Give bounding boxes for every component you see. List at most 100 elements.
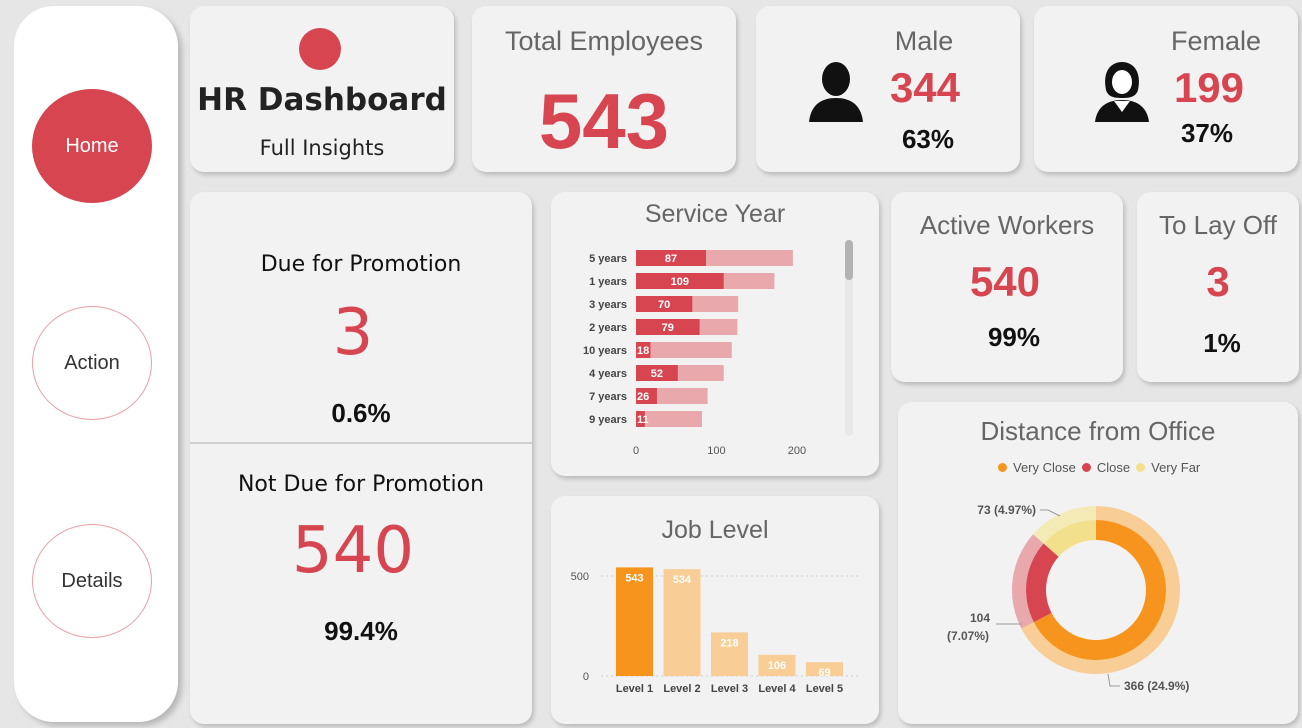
male-value: 344 <box>889 64 961 111</box>
layoff-label: To Lay Off <box>1158 210 1278 240</box>
distance-donut-chart: 366 (24.9%) 104 (7.07%) 73 (4.97%) <box>947 503 1189 693</box>
nav-panel: Home Action Details <box>14 6 178 722</box>
legend-very-far-label: Very Far <box>1151 460 1201 475</box>
page-subtitle: Full Insights <box>259 136 385 160</box>
job-level-bar <box>616 567 653 676</box>
service-year-category-label: 1 years <box>589 276 627 288</box>
service-year-total-bar <box>636 411 702 427</box>
job-level-chart: 0 500 543 Level 1 534 Level 2 218 Level 3 106 Lev… <box>571 567 861 695</box>
layoff-value: 3 <box>1206 258 1230 305</box>
distance-data-label: (7.07%) <box>947 629 989 643</box>
male-pct: 63% <box>901 124 955 154</box>
service-year-value-bar <box>636 319 700 335</box>
active-workers-value: 540 <box>969 258 1041 305</box>
total-employees-card: Total Employees 543 <box>472 6 736 172</box>
service-year-category-label: 4 years <box>589 368 627 380</box>
legend-very-close-swatch <box>998 463 1007 472</box>
service-year-data-label: 52 <box>651 368 663 380</box>
service-year-value-bar <box>636 365 678 381</box>
service-year-value-bar <box>636 342 651 358</box>
service-year-x-tick: 0 <box>633 445 639 457</box>
job-level-category-label: Level 4 <box>758 683 796 695</box>
job-level-data-label: 69 <box>818 667 830 679</box>
job-level-bar <box>663 569 701 676</box>
service-year-title: Service Year <box>644 200 786 228</box>
distance-inner-slice <box>1026 543 1059 623</box>
male-card: Male 344 63% <box>756 6 1020 172</box>
active-workers-label: Active Workers <box>919 210 1095 240</box>
job-level-category-label: Level 2 <box>663 683 700 695</box>
legend-close-swatch <box>1081 463 1091 472</box>
distance-leader-line <box>1040 509 1061 517</box>
distance-leader-line <box>1107 673 1120 687</box>
distance-outer-slice <box>1012 534 1044 629</box>
service-year-chart: 5 years 87 1 years 109 3 years 70 2 years 79 10 … <box>583 250 806 457</box>
job-level-card: Job Level 0 500 543 Level 1 534 Level 2 218 Lev… <box>551 496 879 724</box>
nav-details-button[interactable]: Details <box>32 524 152 638</box>
distance-outer-slice <box>1033 506 1096 544</box>
job-level-category-label: Level 5 <box>806 683 843 695</box>
service-year-category-label: 3 years <box>589 299 627 311</box>
active-workers-card: Active Workers 540 99% <box>891 192 1123 382</box>
service-year-value-bar <box>636 296 693 312</box>
distance-card: Distance from Office Very Close Close Ve… <box>898 402 1298 724</box>
job-level-y-tick: 500 <box>571 571 589 583</box>
total-employees-label: Total Employees <box>504 26 704 56</box>
service-year-x-tick: 200 <box>788 445 806 457</box>
service-year-data-label: 87 <box>665 253 677 265</box>
not-due-promotion-label: Not Due for Promotion <box>237 472 485 497</box>
job-level-data-label: 543 <box>625 572 643 584</box>
service-year-data-label: 18 <box>637 345 649 357</box>
not-due-promotion-value: 540 <box>291 514 415 588</box>
service-year-category-label: 2 years <box>589 322 627 334</box>
layoff-pct: 1% <box>1203 328 1241 358</box>
total-employees-value: 543 <box>538 77 670 165</box>
service-year-scrollbar-track[interactable] <box>845 240 853 436</box>
distance-data-label: 104 <box>970 611 990 625</box>
nav-home-button[interactable]: Home <box>32 89 152 203</box>
female-card: Female 199 37% <box>1034 6 1298 172</box>
legend-close-label: Close <box>1096 460 1131 475</box>
distance-title: Distance from Office <box>980 416 1216 446</box>
active-workers-pct: 99% <box>987 322 1041 352</box>
distance-inner-slice <box>1043 520 1096 557</box>
service-year-value-bar <box>636 250 706 266</box>
male-user-icon <box>809 62 863 122</box>
logo-dot <box>299 28 341 70</box>
job-level-bar <box>711 632 748 676</box>
job-level-category-label: Level 1 <box>616 683 653 695</box>
service-year-data-label: 79 <box>662 322 674 334</box>
service-year-category-label: 10 years <box>583 345 627 357</box>
female-value: 199 <box>1173 64 1245 111</box>
job-level-data-label: 218 <box>720 637 738 649</box>
job-level-data-label: 534 <box>673 574 692 586</box>
female-pct: 37% <box>1180 118 1234 148</box>
promotion-card: Due for Promotion 3 0.6% Not Due for Pro… <box>190 192 532 724</box>
service-year-category-label: 7 years <box>589 391 627 403</box>
due-promotion-label: Due for Promotion <box>260 252 462 277</box>
job-level-category-label: Level 3 <box>711 683 748 695</box>
male-label: Male <box>894 26 954 56</box>
job-level-data-label: 106 <box>768 660 786 672</box>
distance-legend: Very Close Close Very Far <box>998 460 1200 475</box>
not-due-promotion-pct: 99.4% <box>324 616 398 646</box>
layoff-card: To Lay Off 3 1% <box>1137 192 1299 382</box>
service-year-data-label: 11 <box>637 414 649 426</box>
distance-data-label: 73 (4.97%) <box>977 503 1036 517</box>
service-year-category-label: 9 years <box>589 414 627 426</box>
job-level-bar <box>758 654 796 676</box>
legend-very-far-swatch <box>1136 463 1146 472</box>
service-year-category-label: 5 years <box>589 253 627 265</box>
service-year-data-label: 70 <box>658 299 670 311</box>
female-label: Female <box>1170 26 1262 56</box>
distance-data-label: 366 (24.9%) <box>1124 679 1189 693</box>
job-level-title: Job Level <box>661 516 769 544</box>
service-year-x-tick: 100 <box>707 445 725 457</box>
service-year-scrollbar-thumb[interactable] <box>845 240 853 280</box>
promotion-divider <box>190 442 532 444</box>
nav-action-button[interactable]: Action <box>32 306 152 420</box>
page-title: HR Dashboard <box>197 82 447 118</box>
header-card: HR Dashboard Full Insights <box>190 6 454 172</box>
service-year-value-bar <box>636 273 724 289</box>
service-year-value-bar <box>636 388 657 404</box>
